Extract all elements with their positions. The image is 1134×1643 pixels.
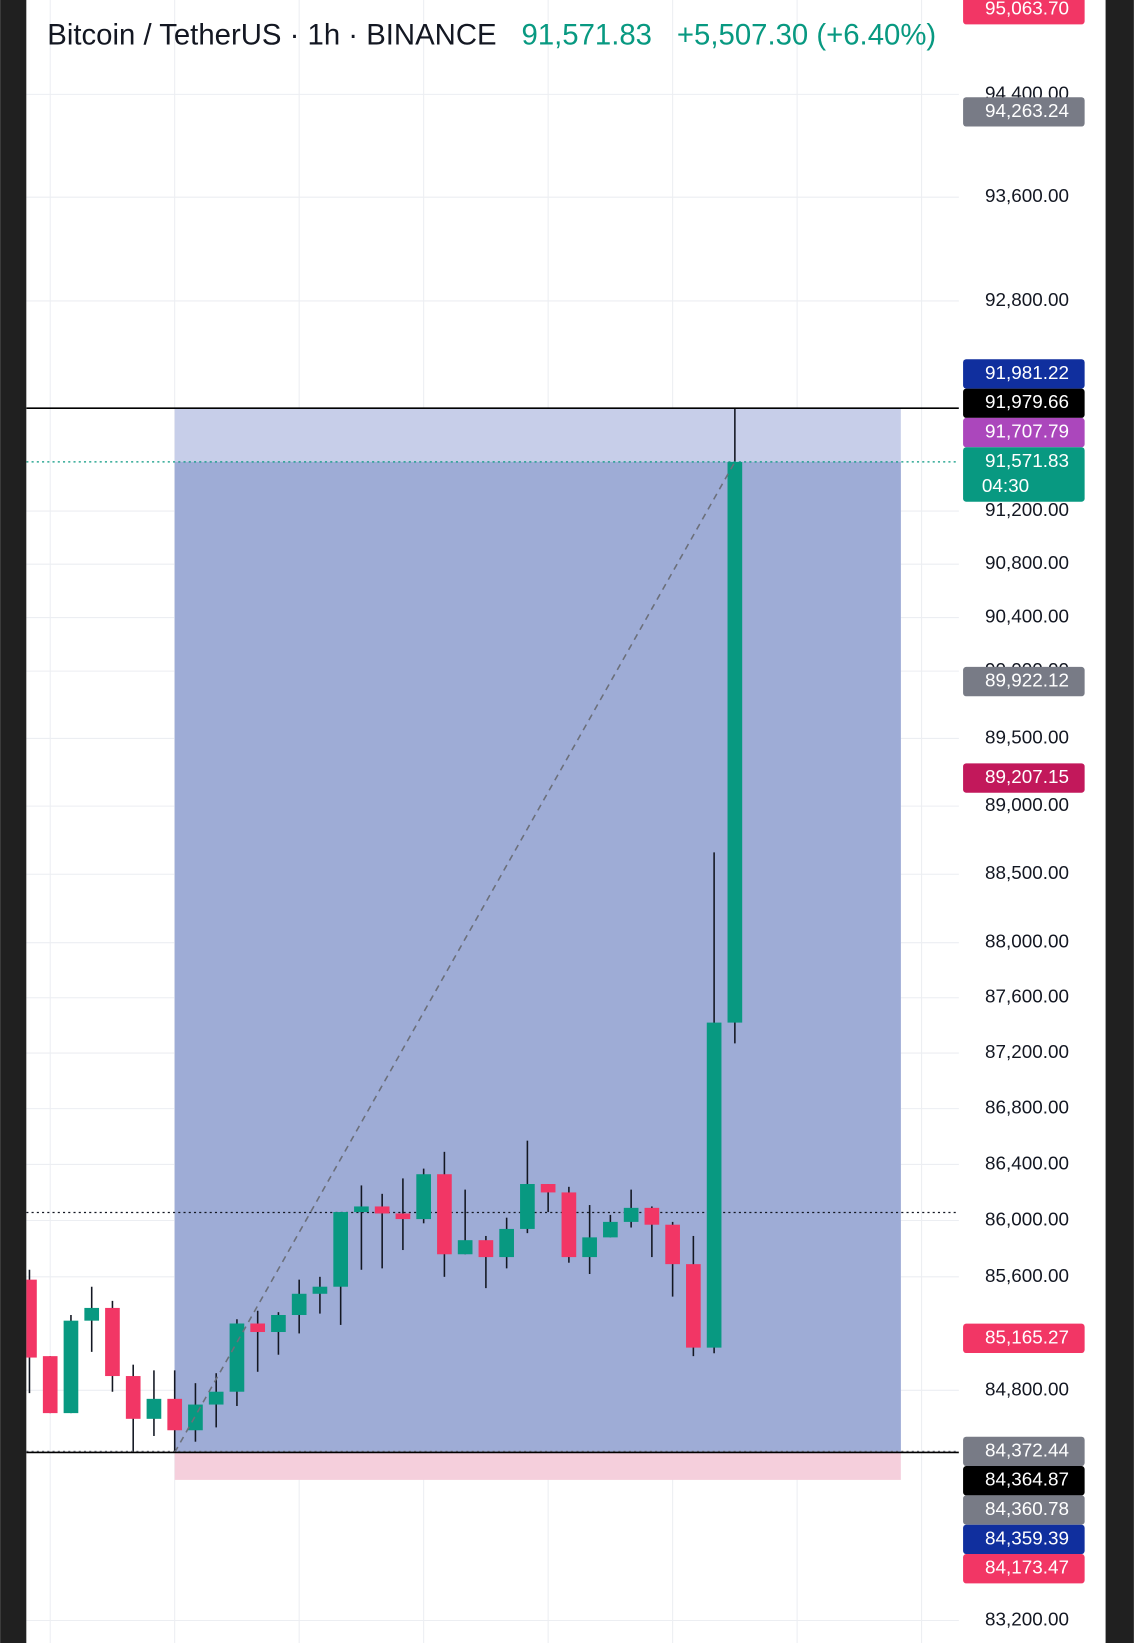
candle-body bbox=[416, 1174, 431, 1220]
candle-body bbox=[105, 1307, 120, 1377]
price-tag bbox=[963, 0, 1085, 25]
candle-body bbox=[561, 1192, 577, 1258]
y-tick-label: 93,600.00 bbox=[985, 185, 1069, 206]
candle-body bbox=[603, 1221, 618, 1238]
y-tick-label: 84,800.00 bbox=[985, 1378, 1069, 1399]
candle-body bbox=[167, 1398, 183, 1431]
candle-body bbox=[665, 1224, 680, 1265]
price-tag-label: 84,359.39 bbox=[985, 1527, 1069, 1548]
price-tag-label: 91,707.79 bbox=[985, 421, 1069, 442]
y-tick-label: 92,800.00 bbox=[985, 289, 1069, 310]
y-tick-label: 87,600.00 bbox=[985, 986, 1069, 1007]
header: Bitcoin / TetherUS · 1h · BINANCE 91,571… bbox=[47, 18, 936, 51]
plot-area bbox=[26, 407, 959, 1480]
price-tag-label: 84,372.44 bbox=[985, 1439, 1069, 1460]
candle-body bbox=[84, 1307, 100, 1321]
y-tick-label: 88,000.00 bbox=[985, 931, 1069, 952]
candle-body bbox=[333, 1212, 349, 1287]
y-tick-label: 90,800.00 bbox=[985, 552, 1069, 573]
price-tags: 95,063.70 94,263.24 91,981.22 91,979.66 91,7… bbox=[963, 0, 1085, 1584]
candle-body bbox=[188, 1404, 203, 1431]
candle-body bbox=[499, 1228, 514, 1258]
y-tick-label: 90,400.00 bbox=[985, 606, 1069, 627]
y-tick-label: 91,200.00 bbox=[985, 499, 1069, 520]
candle-body bbox=[520, 1184, 535, 1229]
price-tag bbox=[963, 1323, 1085, 1354]
price-tag bbox=[963, 359, 1085, 389]
price-tag-label: 89,922.12 bbox=[985, 670, 1069, 691]
y-tick-label: 89,500.00 bbox=[985, 726, 1069, 747]
price-tag bbox=[963, 1554, 1085, 1584]
y-tick-label: 86,400.00 bbox=[985, 1152, 1069, 1173]
candle-body bbox=[686, 1264, 701, 1348]
candle-body bbox=[63, 1320, 79, 1414]
position-open-zone bbox=[174, 461, 901, 1453]
price-tag bbox=[963, 1524, 1085, 1555]
candle-body bbox=[42, 1356, 58, 1414]
price-tag bbox=[963, 1495, 1085, 1525]
price-tag-label: 85,165.27 bbox=[985, 1326, 1069, 1347]
candle-body bbox=[540, 1184, 556, 1193]
price-tag-label: 94,263.24 bbox=[985, 100, 1069, 121]
candle-body bbox=[291, 1293, 307, 1316]
price-tag-label: 91,571.83 bbox=[985, 450, 1069, 471]
price-axis: 94,400.0093,600.0092,800.0091,200.0090,8… bbox=[985, 82, 1069, 1629]
price-tag-label: 84,173.47 bbox=[985, 1557, 1069, 1578]
y-tick-label: 87,200.00 bbox=[985, 1041, 1069, 1062]
candle-body bbox=[312, 1286, 328, 1294]
price-change: +5,507.30 (+6.40%) bbox=[677, 18, 936, 51]
candle-body bbox=[706, 1022, 722, 1348]
y-tick-label: 85,600.00 bbox=[985, 1265, 1069, 1286]
candle-body bbox=[727, 461, 743, 1023]
candle-body bbox=[229, 1323, 245, 1392]
price-tag-label: 89,207.15 bbox=[985, 766, 1069, 787]
price-tag bbox=[963, 666, 1085, 697]
candle-body bbox=[623, 1207, 639, 1222]
price-tag bbox=[963, 97, 1085, 127]
last-price: 91,571.83 bbox=[522, 18, 652, 51]
price-tag bbox=[963, 1436, 1085, 1467]
price-tag bbox=[963, 417, 1085, 448]
price-tag-label: 91,979.66 bbox=[985, 391, 1069, 412]
candle-body bbox=[644, 1207, 660, 1225]
price-tag-label: 84,364.87 bbox=[985, 1469, 1069, 1490]
left-frame bbox=[0, 0, 27, 1643]
symbol-title: Bitcoin / TetherUS · 1h · BINANCE bbox=[47, 18, 496, 51]
y-tick-label: 88,500.00 bbox=[985, 862, 1069, 883]
price-tag-label: 95,063.70 bbox=[985, 0, 1069, 19]
candle-body bbox=[26, 1279, 37, 1358]
candle-body bbox=[437, 1174, 452, 1255]
price-tag bbox=[963, 447, 1085, 502]
candle-body bbox=[395, 1213, 411, 1220]
candle-body bbox=[457, 1240, 473, 1255]
y-tick-label: 86,000.00 bbox=[985, 1208, 1069, 1229]
candle-body bbox=[271, 1315, 286, 1333]
candle-body bbox=[250, 1323, 266, 1333]
candle-body bbox=[208, 1391, 224, 1405]
candle-body bbox=[374, 1206, 390, 1214]
y-tick-label: 89,000.00 bbox=[985, 794, 1069, 815]
price-tag bbox=[963, 388, 1085, 418]
candle-body bbox=[582, 1237, 597, 1258]
candle-body bbox=[146, 1398, 162, 1419]
candle-body bbox=[478, 1240, 494, 1258]
y-tick-label: 83,200.00 bbox=[985, 1608, 1069, 1629]
candle-body bbox=[354, 1206, 369, 1213]
right-frame bbox=[1105, 0, 1134, 1643]
position-path-line bbox=[174, 461, 736, 1453]
price-tag bbox=[963, 763, 1085, 793]
candle-body bbox=[125, 1376, 141, 1419]
price-tag-label: 91,981.22 bbox=[985, 362, 1069, 383]
price-tag-label: 84,360.78 bbox=[985, 1498, 1069, 1519]
price-tag bbox=[963, 1466, 1085, 1496]
y-tick-label: 86,800.00 bbox=[985, 1097, 1069, 1118]
price-tag-countdown: 04:30 bbox=[982, 475, 1029, 496]
position-stop-zone bbox=[174, 1452, 901, 1480]
